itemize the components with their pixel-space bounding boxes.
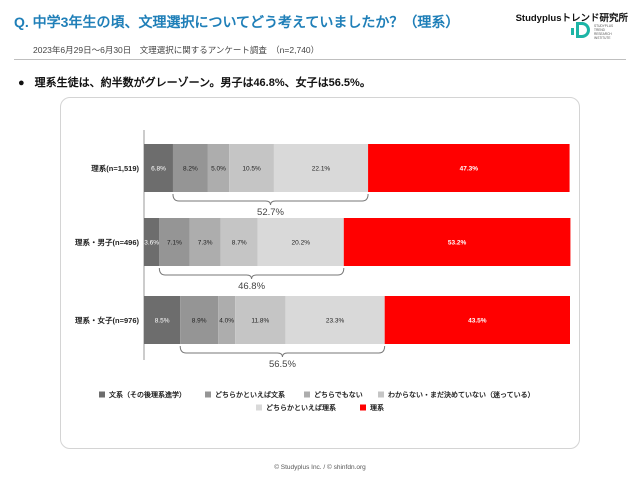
- bar-segment: [229, 144, 274, 192]
- bar-segment: [144, 218, 160, 266]
- bar-segment: [257, 218, 344, 266]
- bar-data-label: 43.5%: [468, 318, 487, 325]
- bar-data-label: 7.3%: [198, 240, 213, 247]
- footer-copyright: © Studyplus Inc. / © shinfdn.org: [274, 464, 366, 471]
- bar-data-label: 8.9%: [192, 318, 207, 325]
- bar-segment: [285, 296, 385, 344]
- legend-swatch: [304, 391, 310, 398]
- bar-data-label: 3.6%: [144, 240, 159, 247]
- legend-label: 理系: [370, 403, 384, 412]
- brand-logo-icon: STUDYPLUS TREND RESEARCH INSTITUTE: [571, 22, 622, 40]
- header-divider: [14, 59, 626, 60]
- bar-data-label: 8.7%: [232, 240, 247, 247]
- legend-label: 文系（その後理系進学）: [109, 390, 186, 399]
- brand-logo-text: STUDYPLUS TREND RESEARCH INSTITUTE: [594, 24, 614, 40]
- bar-segment: [144, 144, 173, 192]
- bar-data-label: 6.8%: [151, 166, 166, 173]
- summary-line: ● 理系生徒は、約半数がグレーゾーン。男子は46.8%、女子は56.5%。: [18, 74, 371, 90]
- gray-zone-total-label: 56.5%: [269, 359, 296, 370]
- bullet-icon: ●: [18, 77, 25, 89]
- gray-zone-bracket: [158, 267, 345, 280]
- category-label: 理系・女子(n=976): [75, 315, 139, 325]
- bar-data-label: 23.3%: [326, 318, 345, 325]
- legend-swatch: [205, 391, 211, 398]
- bar-data-label: 20.2%: [292, 240, 311, 247]
- bar-segment: [220, 218, 258, 266]
- bar-segment: [144, 296, 181, 344]
- gray-zone-bracket: [172, 193, 369, 206]
- bar-segment: [207, 144, 230, 192]
- category-label: 理系(n=1,519): [91, 163, 139, 173]
- bar-segment: [159, 218, 190, 266]
- page-title: Q. 中学3年生の頃、文理選択についてどう考えていましたか？（理系）: [14, 14, 460, 30]
- legend-swatch: [360, 404, 366, 411]
- bar-segment: [343, 218, 571, 266]
- bar-segment: [218, 296, 236, 344]
- bar-data-label: 10.5%: [242, 166, 261, 173]
- bar-segment: [189, 218, 221, 266]
- brand-name: Studyplusトレンド研究所: [515, 13, 628, 24]
- legend-swatch: [378, 391, 384, 398]
- bar-segment: [384, 296, 570, 344]
- legend-label: どちらでもない: [314, 390, 363, 399]
- survey-note: 2023年6月29日〜6月30日 文理選択に関するアンケート調査 （n=2,74…: [33, 45, 320, 55]
- bar-data-label: 8.2%: [183, 166, 198, 173]
- legend-label: わからない・まだ決めていない（迷っている）: [388, 390, 535, 399]
- bar-segment: [368, 144, 570, 192]
- bar-data-label: 22.1%: [312, 166, 331, 173]
- legend-swatch: [256, 404, 262, 411]
- gray-zone-total-label: 52.7%: [257, 207, 284, 218]
- bar-data-label: 7.1%: [167, 240, 182, 247]
- bar-data-label: 53.2%: [448, 240, 467, 247]
- legend-label: どちらかといえば文系: [215, 390, 285, 399]
- bar-data-label: 11.8%: [251, 318, 269, 325]
- legend-label: どちらかといえば理系: [266, 403, 336, 412]
- bar-data-label: 8.5%: [155, 318, 170, 325]
- bar-segment: [172, 144, 208, 192]
- bar-segment: [235, 296, 286, 344]
- bar-data-label: 4.0%: [219, 318, 234, 325]
- gray-zone-bracket: [179, 345, 386, 358]
- bar-data-label: 47.3%: [460, 166, 479, 173]
- bar-data-label: 5.0%: [211, 166, 226, 173]
- category-label: 理系・男子(n=496): [75, 237, 139, 247]
- legend-swatch: [99, 391, 105, 398]
- gray-zone-total-label: 46.8%: [238, 281, 265, 292]
- bar-segment: [180, 296, 219, 344]
- summary-text: 理系生徒は、約半数がグレーゾーン。男子は46.8%、女子は56.5%。: [34, 77, 371, 89]
- bar-segment: [273, 144, 369, 192]
